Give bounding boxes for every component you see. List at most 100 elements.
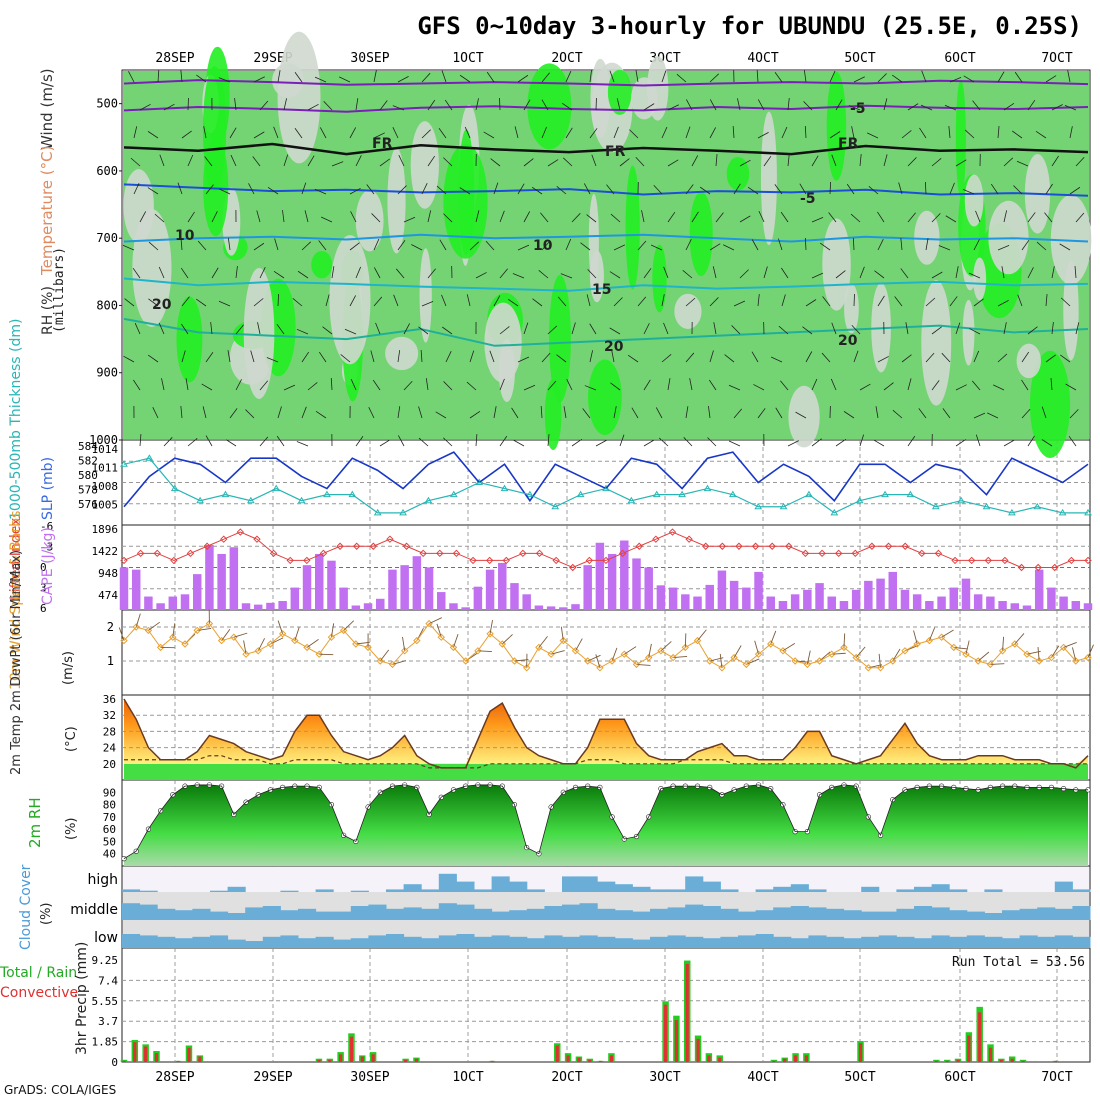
- wind-barb: [1016, 160, 1029, 167]
- wind-barb: [283, 98, 287, 111]
- convective-bar: [328, 1059, 332, 1062]
- wind-marker: [254, 647, 262, 655]
- cloud-bar: [421, 889, 440, 892]
- wind-barb: [955, 438, 967, 447]
- wind-barb: [379, 649, 390, 662]
- y-tick-label: 800: [96, 298, 118, 312]
- convective-bar: [566, 1055, 570, 1062]
- y-tick-label: 32: [103, 709, 116, 722]
- wind-barb: [563, 406, 567, 419]
- wind-barb: [830, 378, 837, 391]
- wind-barb: [715, 154, 718, 167]
- cape-bar: [461, 607, 470, 610]
- cloud-bar: [403, 936, 422, 948]
- cloud-bar: [667, 889, 686, 892]
- wind-barb: [955, 322, 961, 335]
- wind-marker: [1084, 653, 1092, 662]
- wind-barb: [427, 99, 436, 111]
- convective-bar: [339, 1054, 343, 1062]
- wind-barb: [822, 296, 831, 307]
- x-tick-label: 6OCT: [944, 1070, 975, 1085]
- cape-bar: [302, 565, 312, 610]
- wind-barb: [777, 238, 783, 251]
- wind-barb: [770, 630, 777, 645]
- cloud-bar: [579, 876, 598, 892]
- wind-barb: [277, 620, 284, 634]
- wind-barb: [709, 350, 714, 363]
- wind-barb: [1001, 266, 1005, 279]
- cloud-bar: [368, 935, 387, 948]
- wind-barb: [1003, 439, 1015, 447]
- convective-bar: [122, 1060, 126, 1062]
- cloud-bar: [1072, 889, 1091, 892]
- rh-patch: [1016, 343, 1042, 379]
- wind-barb: [878, 653, 882, 668]
- cape-bar: [1047, 587, 1056, 610]
- thickness-marker: [1033, 502, 1042, 510]
- cloud-bar: [245, 941, 264, 948]
- wind-barb: [442, 326, 453, 335]
- cape-bar: [754, 571, 763, 610]
- wind-barb: [250, 350, 255, 363]
- cloud-bar: [720, 908, 739, 920]
- wind-barb: [436, 185, 447, 195]
- cloud-bar: [738, 911, 757, 920]
- wind-barb: [257, 638, 266, 652]
- rh-patch: [631, 77, 658, 120]
- wind-barb: [802, 326, 813, 335]
- wind-barb: [277, 406, 282, 419]
- convective-bar: [144, 1046, 148, 1062]
- convective-bar: [1021, 1060, 1025, 1062]
- footer: GrADS: COLA/IGES: [4, 1083, 116, 1097]
- wind-barb: [1021, 351, 1030, 363]
- wind-barb: [691, 211, 699, 223]
- wind-barb: [253, 76, 265, 83]
- cape-bar: [546, 606, 556, 610]
- thickness-marker: [145, 454, 154, 461]
- cloud-bar: [421, 908, 440, 920]
- wind-barb: [366, 184, 375, 195]
- wind-barb: [373, 238, 380, 251]
- rh-patch: [588, 359, 622, 435]
- wind-barb: [575, 638, 583, 652]
- wind-barb: [587, 269, 597, 279]
- wind-barb: [877, 73, 887, 83]
- wind-barb: [751, 239, 759, 251]
- wind-barb: [780, 380, 789, 391]
- wind-barb: [709, 127, 717, 139]
- wind-barb: [307, 382, 318, 391]
- wind-barb: [259, 267, 266, 279]
- wind-barb: [780, 211, 789, 223]
- wind-marker: [559, 636, 567, 645]
- wind-barb: [931, 213, 941, 223]
- cloud-label: Cloud Cover: [18, 864, 34, 950]
- wind-barb: [517, 356, 530, 363]
- convective-bar: [674, 1020, 679, 1062]
- wind-barb: [595, 654, 601, 668]
- cloud-bar: [456, 934, 475, 948]
- wind-barb: [464, 126, 471, 139]
- convective-bar: [1053, 1060, 1058, 1062]
- lifted-index-label: Lifted Index: [8, 518, 24, 600]
- y-tick-label: 948: [98, 567, 118, 580]
- wind-barb: [609, 327, 621, 335]
- wind-barb: [586, 294, 591, 307]
- rh-patch: [964, 174, 984, 227]
- wind-barb: [1069, 409, 1079, 419]
- wind-barb: [517, 244, 530, 251]
- cloud-bar: [245, 907, 264, 920]
- wind-barb: [1060, 297, 1071, 307]
- li-marker: [303, 556, 311, 565]
- cloud-bar: [403, 884, 422, 892]
- y-tick-label: 9.25: [92, 954, 119, 967]
- cape-bar: [790, 594, 800, 610]
- wind-barb: [210, 322, 213, 335]
- cloud-bar: [984, 913, 1003, 920]
- isotherm-label: 10: [175, 228, 195, 244]
- cloud-bar: [650, 908, 669, 920]
- wind-barb: [829, 131, 841, 139]
- cape-bar: [559, 607, 568, 610]
- wind-barb: [584, 385, 597, 391]
- li-marker: [269, 549, 278, 558]
- y-tick-label: 28: [103, 725, 116, 738]
